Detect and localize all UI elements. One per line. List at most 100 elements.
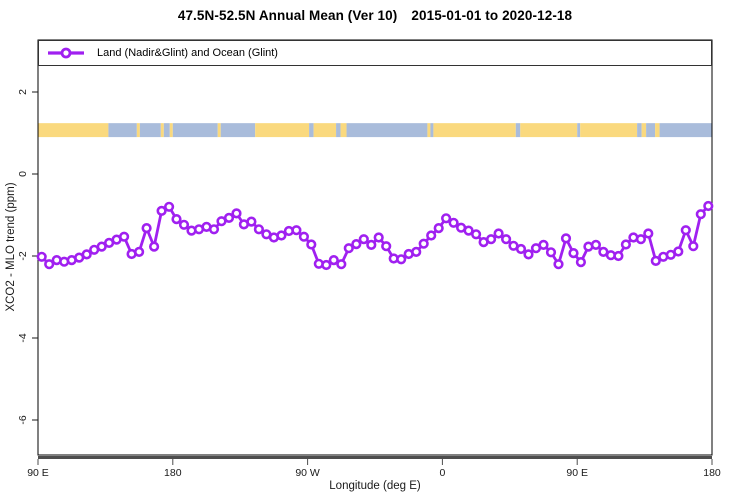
- strip-segment-land: [136, 123, 140, 138]
- data-point: [208, 224, 220, 235]
- strip-segment-ocean: [646, 123, 656, 138]
- x-axis-title: Longitude (deg E): [329, 480, 421, 492]
- data-point: [141, 223, 152, 234]
- data-point: [568, 248, 579, 259]
- data-point: [426, 230, 437, 241]
- data-point: [560, 233, 572, 244]
- data-point: [418, 238, 429, 249]
- data-point: [411, 246, 422, 257]
- data-point: [538, 239, 549, 250]
- strip-segment-land: [169, 123, 173, 138]
- strip-segment-land: [38, 123, 109, 138]
- data-point: [463, 225, 474, 236]
- strip-segment-land: [255, 123, 310, 138]
- y-axis-ticks: 2 0 -2 -4 -6: [17, 89, 38, 425]
- x-axis-ticks: 90 E 180 90 W 0 90 E 180: [27, 459, 721, 479]
- x-tick-label: 90 E: [566, 467, 588, 479]
- strip-segment-ocean: [346, 123, 428, 138]
- data-point: [590, 239, 602, 250]
- data-point: [680, 225, 691, 236]
- data-point: [358, 234, 369, 245]
- data-point: [441, 213, 452, 224]
- data-point: [695, 209, 706, 220]
- data-point: [575, 257, 587, 268]
- data-point: [501, 234, 512, 245]
- data-point: [366, 239, 377, 250]
- data-point: [553, 259, 564, 270]
- strip-segment-land: [641, 123, 647, 138]
- data-point: [171, 214, 182, 225]
- data-point: [306, 239, 317, 250]
- strip-segment-ocean: [163, 123, 170, 138]
- strip-segment-land: [160, 123, 164, 138]
- strip-segment-ocean: [577, 123, 581, 138]
- title-region-period: 47.5N-52.5N Annual Mean (Ver 10): [177, 8, 398, 23]
- page-title: 47.5N-52.5N Annual Mean (Ver 10) 2015-01-…: [0, 8, 750, 23]
- data-point: [373, 232, 384, 243]
- strip-segment-ocean: [220, 123, 256, 138]
- data-point: [433, 223, 444, 234]
- data-point: [321, 259, 332, 271]
- data-point: [620, 239, 632, 250]
- data-point: [613, 250, 624, 262]
- legend-label: Land (Nadir&Glint) and Ocean (Glint): [97, 47, 278, 59]
- strip-segment-land: [340, 123, 347, 138]
- x-tick-label: 180: [703, 467, 721, 479]
- data-point: [178, 219, 190, 230]
- data-point: [276, 230, 287, 241]
- data-point: [471, 229, 482, 240]
- data-point: [486, 234, 497, 245]
- data-point: [156, 205, 167, 216]
- data-series: [36, 200, 714, 271]
- strip-segment-land: [427, 123, 431, 138]
- data-point: [298, 231, 310, 242]
- data-point: [81, 249, 92, 260]
- data-point: [149, 241, 160, 252]
- strip-segment-land: [217, 123, 221, 138]
- land-ocean-strip: [38, 123, 712, 138]
- data-point: [381, 241, 392, 252]
- strip-segment-ocean: [108, 123, 137, 138]
- data-point: [396, 254, 407, 265]
- data-point: [96, 241, 107, 252]
- y-tick-label: 2: [17, 89, 29, 95]
- data-point: [328, 255, 339, 266]
- strip-segment-ocean: [336, 123, 341, 138]
- y-axis-title: XCO2 - MLO trend (ppm): [5, 182, 17, 312]
- data-point: [291, 225, 302, 236]
- data-point: [673, 246, 684, 257]
- data-point: [246, 216, 257, 227]
- x-tick-label: 90 W: [295, 467, 320, 479]
- strip-segment-ocean: [172, 123, 218, 138]
- data-point: [134, 246, 145, 257]
- legend-box: Land (Nadir&Glint) and Ocean (Glint): [38, 40, 712, 66]
- data-point: [336, 259, 347, 270]
- strip-segment-ocean: [139, 123, 161, 138]
- data-point: [448, 217, 459, 228]
- y-tick-label: 0: [17, 171, 29, 177]
- data-point: [515, 243, 527, 255]
- x-tick-label: 180: [164, 467, 182, 479]
- strip-segment-land: [655, 123, 660, 138]
- data-point: [351, 239, 362, 250]
- data-point: [650, 255, 661, 267]
- data-point: [164, 201, 175, 212]
- strip-segment-land: [313, 123, 337, 138]
- strip-segment-ocean: [515, 123, 521, 138]
- data-point: [688, 241, 699, 252]
- data-point: [635, 234, 647, 245]
- strip-segment-land: [520, 123, 578, 138]
- data-point: [643, 228, 654, 239]
- data-point: [545, 247, 557, 258]
- data-point: [118, 231, 130, 242]
- strip-segment-land: [433, 123, 516, 138]
- data-point: [253, 224, 264, 235]
- data-point: [231, 208, 242, 219]
- y-tick-label: -4: [17, 333, 29, 342]
- x-tick-label: 90 E: [27, 467, 49, 479]
- strip-segment-land: [580, 123, 638, 138]
- data-point: [703, 200, 714, 212]
- y-tick-label: -2: [17, 251, 29, 260]
